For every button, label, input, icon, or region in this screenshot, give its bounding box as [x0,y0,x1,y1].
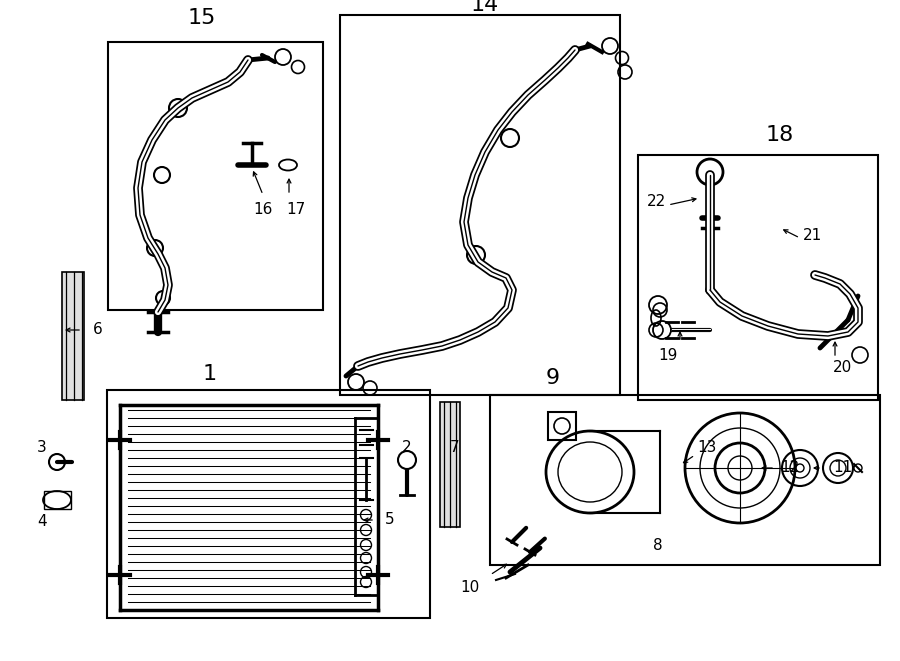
Text: 3: 3 [37,440,47,455]
Text: 19: 19 [658,348,678,362]
Text: 2: 2 [402,440,412,455]
Bar [638,155,878,400]
Text: 16: 16 [253,202,273,217]
Text: 18: 18 [766,125,794,145]
Bar [548,412,576,440]
Bar [107,390,430,618]
Text: 12: 12 [780,461,799,475]
Bar [44,491,71,509]
Text: 5: 5 [385,512,395,527]
Bar [108,42,323,310]
Text: 7: 7 [450,440,460,455]
Text: 11: 11 [833,461,852,475]
Text: 9: 9 [546,368,560,388]
Text: 22: 22 [646,194,666,210]
Text: 21: 21 [803,227,822,243]
Bar [62,272,84,400]
Text: 8: 8 [653,537,662,553]
Text: 1: 1 [202,364,217,384]
Bar [340,15,620,395]
Text: 20: 20 [832,360,851,375]
Text: 15: 15 [188,8,216,28]
Text: 4: 4 [37,514,47,529]
Text: 17: 17 [286,202,306,217]
Bar [490,395,880,565]
Text: 10: 10 [461,580,480,594]
Text: 13: 13 [698,440,716,455]
Text: 6: 6 [93,323,103,338]
Bar [440,402,460,527]
Text: 14: 14 [471,0,500,15]
